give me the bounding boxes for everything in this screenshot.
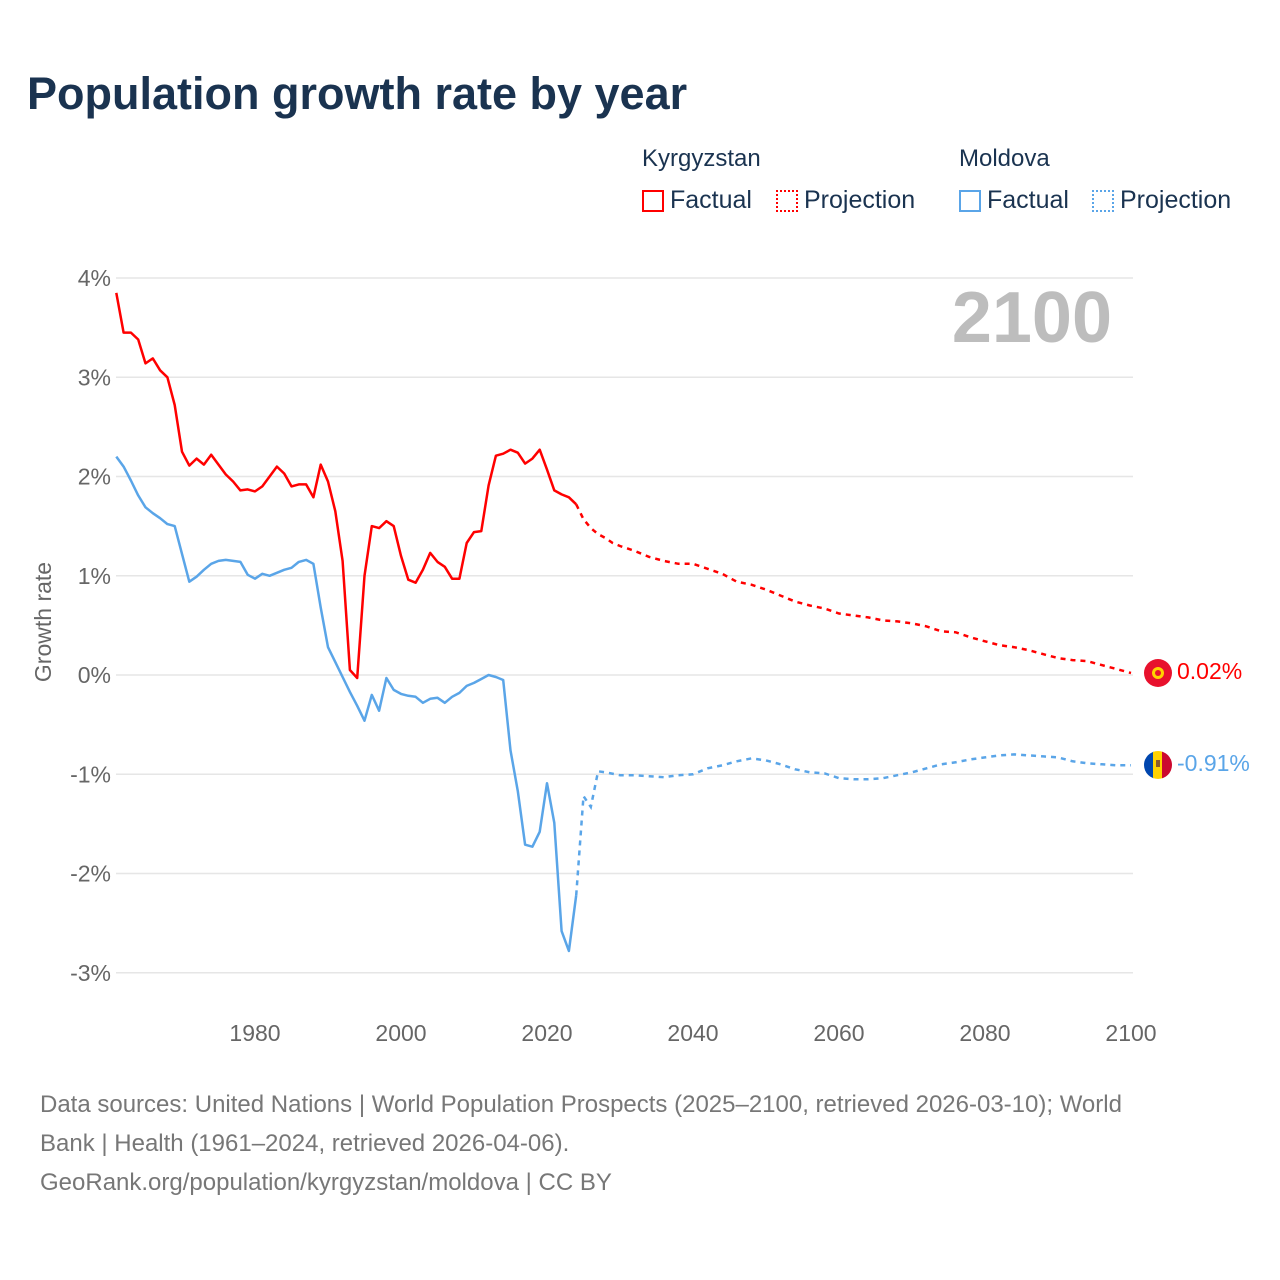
footer-attribution-link[interactable]: GeoRank.org/population/kyrgyzstan/moldov… (40, 1169, 612, 1196)
x-tick-label: 2060 (813, 1020, 864, 1046)
legend-label: Projection (1120, 186, 1232, 214)
moldova-end-label: -0.91% (1177, 750, 1250, 776)
legend-group-kyrgyzstan: Kyrgyzstan (642, 145, 761, 172)
y-tick-label: -2% (70, 861, 111, 887)
x-tick-label: 2000 (375, 1020, 426, 1046)
legend-label: Factual (670, 186, 752, 214)
legend-label: Factual (987, 186, 1069, 214)
legend-swatch-solid (642, 189, 664, 212)
y-tick-label: 0% (78, 662, 111, 688)
page-title: Population growth rate by year (27, 68, 688, 119)
x-tick-label: 2020 (521, 1020, 572, 1046)
legend-kyrgyzstan-projection[interactable]: Projection (776, 186, 915, 215)
y-tick-label: -3% (70, 960, 111, 986)
footer-sources-line2: Bank | Health (1961–2024, retrieved 2026… (40, 1130, 570, 1157)
kyrgyzstan-end-label: 0.02% (1177, 658, 1242, 684)
line-chart: 4% 3% 2% 1% 0% -1% -2% -3% 1980 2000 2020 2040 2060 2… (30, 265, 1250, 1046)
kyrgyzstan-projection-line (575, 503, 1132, 675)
y-tick-label: 2% (78, 464, 111, 490)
year-watermark: 2100 (952, 278, 1112, 358)
moldova-flag-icon (1144, 751, 1172, 779)
moldova-factual-line (115, 455, 578, 953)
x-tick-label: 2100 (1105, 1020, 1156, 1046)
y-tick-label: -1% (70, 761, 111, 787)
legend-swatch-solid (959, 189, 981, 212)
legend-label: Projection (804, 186, 916, 214)
legend-kyrgyzstan-factual[interactable]: Factual (642, 186, 752, 215)
footer-sources-line1: Data sources: United Nations | World Pop… (40, 1091, 1122, 1118)
x-tick-label: 1980 (229, 1020, 280, 1046)
y-axis-label: Growth rate (30, 562, 56, 682)
legend-swatch-dotted (776, 189, 798, 212)
legend-moldova-projection[interactable]: Projection (1092, 186, 1231, 215)
legend-moldova-factual[interactable]: Factual (959, 186, 1069, 215)
x-tick-label: 2080 (959, 1020, 1010, 1046)
y-tick-label: 3% (78, 364, 111, 390)
y-tick-label: 1% (78, 563, 111, 589)
legend-group-moldova: Moldova (959, 145, 1050, 172)
moldova-projection-line (574, 753, 1131, 896)
kyrgyzstan-flag-icon (1144, 659, 1172, 687)
kyrgyzstan-factual-line (115, 292, 578, 680)
legend-swatch-dotted (1092, 189, 1114, 212)
x-tick-label: 2040 (667, 1020, 718, 1046)
y-tick-label: 4% (78, 265, 111, 291)
